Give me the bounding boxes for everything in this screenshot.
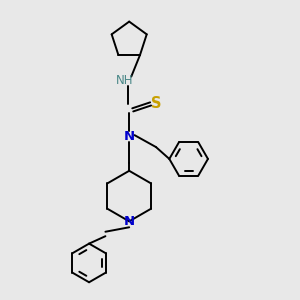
Text: N: N xyxy=(124,215,135,228)
Text: N: N xyxy=(124,130,135,143)
Text: NH: NH xyxy=(116,74,134,87)
Text: S: S xyxy=(151,96,161,111)
